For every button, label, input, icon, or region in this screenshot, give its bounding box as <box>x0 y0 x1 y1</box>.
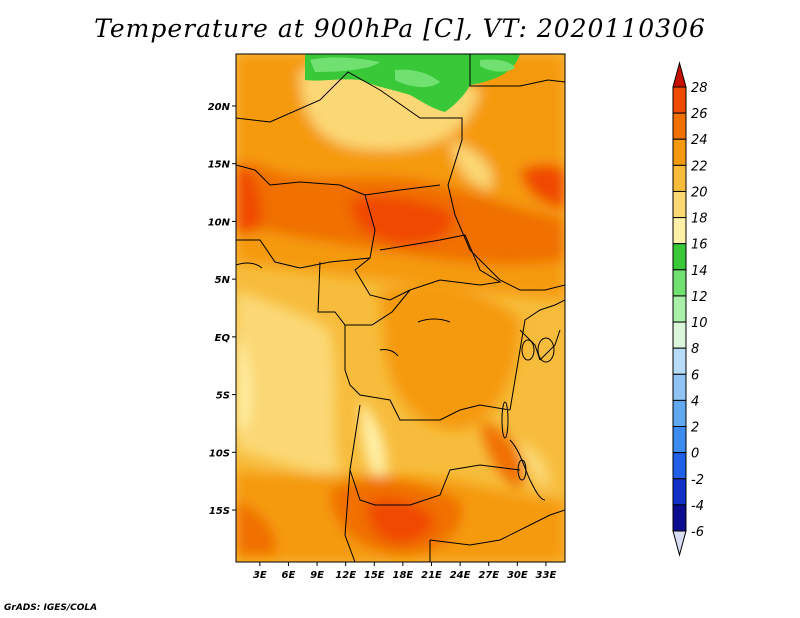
colorbar-segment <box>672 321 687 349</box>
colorbar-segment <box>672 373 687 401</box>
colorbar-label: 16 <box>691 238 708 253</box>
lat-tick-label: 5S <box>216 391 230 402</box>
colorbar-bottom-arrow <box>672 530 687 557</box>
colorbar-segment <box>672 138 687 166</box>
colorbar-label: 22 <box>691 159 708 174</box>
lon-tick-label: 24E <box>450 570 471 581</box>
map-frame <box>235 53 566 563</box>
colorbar-label: 12 <box>691 290 708 305</box>
lat-tick-label: EQ <box>215 333 231 344</box>
lat-tick-label: 15N <box>208 160 231 171</box>
lon-tick-label: 15E <box>364 570 385 581</box>
colorbar-label: 10 <box>691 316 708 331</box>
colorbar-segment <box>672 269 687 297</box>
temperature-field <box>236 54 565 562</box>
colorbar-label: 20 <box>691 185 708 200</box>
lat-tick-label: 10N <box>208 217 231 228</box>
colorbar-segment <box>672 426 687 454</box>
colorbar-label: 26 <box>691 107 708 122</box>
lon-tick-label: 12E <box>335 570 356 581</box>
colorbar-label: 28 <box>691 81 708 96</box>
colorbar-segment <box>672 243 687 271</box>
lat-tick-label: 5N <box>215 275 231 286</box>
colorbar-segment <box>672 164 687 192</box>
lat-tick-label: 15S <box>209 506 230 517</box>
colorbar-label: 18 <box>691 212 708 227</box>
lon-tick-label: 21E <box>421 570 442 581</box>
lon-tick-label: 9E <box>310 570 324 581</box>
lon-tick-label: 3E <box>253 570 267 581</box>
colorbar-segment <box>672 347 687 375</box>
lon-tick-label: 30E <box>507 570 528 581</box>
colorbar-label: -4 <box>691 499 704 514</box>
colorbar-label: 14 <box>691 264 708 279</box>
colorbar-segment <box>672 478 687 506</box>
colorbar-label: -6 <box>691 525 704 540</box>
colorbar-label: 6 <box>691 368 699 383</box>
colorbar-label: 0 <box>691 447 699 462</box>
lat-tick-label: 10S <box>209 448 230 459</box>
colorbar-segment <box>672 112 687 140</box>
colorbar-segment <box>672 295 687 323</box>
latitude-axis: 20N 15N 10N 5N EQ 5S 10S 15S <box>208 102 236 517</box>
lon-tick-label: 6E <box>282 570 296 581</box>
colorbar-label: -2 <box>691 473 704 488</box>
lat-tick-label: 20N <box>208 102 231 113</box>
lon-tick-label: 27E <box>478 570 499 581</box>
colorbar-segment <box>672 399 687 428</box>
colorbar-label: 4 <box>691 394 699 409</box>
map-title: Temperature at 900hPa [C], VT: 202011030… <box>94 14 706 43</box>
colorbar-segment <box>672 86 687 114</box>
lon-tick-label: 33E <box>536 570 557 581</box>
grads-credit: GrADS: IGES/COLA <box>4 603 98 613</box>
colorbar-segment <box>672 452 687 480</box>
colorbar-segment <box>672 190 687 219</box>
colorbar-label: 8 <box>691 342 699 357</box>
colorbar-top-arrow <box>672 61 687 88</box>
colorbar-segment <box>672 217 687 245</box>
colorbar-label: 2 <box>691 421 699 436</box>
longitude-axis: 3E 6E 9E 12E 15E 18E 21E 24E 27E 30E 33E <box>253 562 557 581</box>
colorbar-segment <box>672 504 687 532</box>
colorbar-label: 24 <box>691 133 708 148</box>
lon-tick-label: 18E <box>393 570 414 581</box>
